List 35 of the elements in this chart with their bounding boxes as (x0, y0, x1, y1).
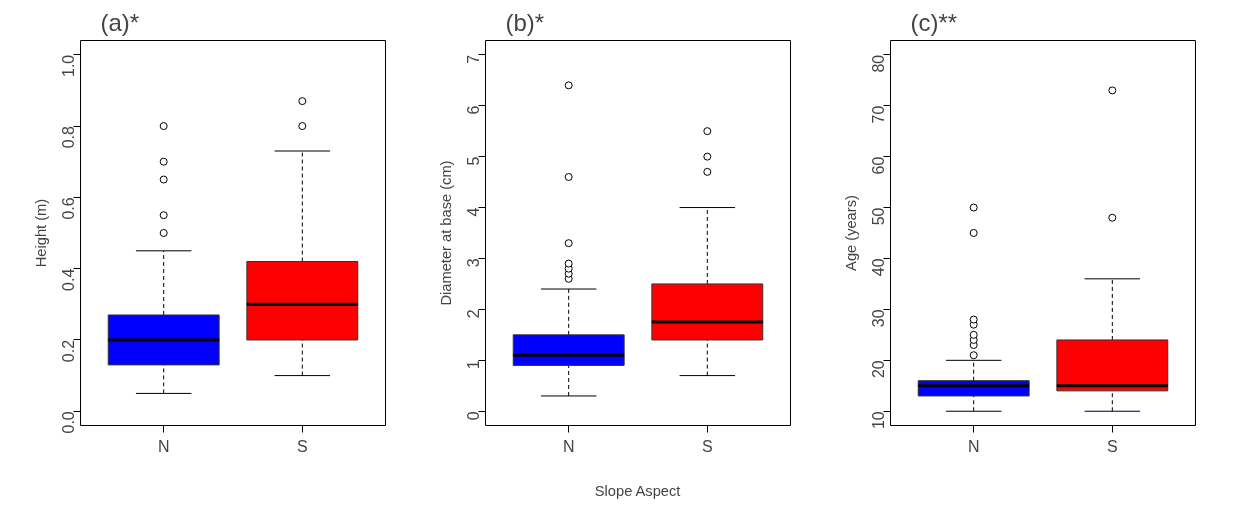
y-tick-label: 2 (465, 309, 483, 319)
y-axis-title: Age (years) (842, 195, 859, 271)
y-tick-label: 6 (465, 105, 483, 115)
chart-title: (a)* (100, 8, 140, 36)
y-tick-label: 0.6 (60, 197, 78, 220)
x-tick-label: S (701, 437, 713, 455)
x-tick-label: N (967, 437, 980, 455)
x-tick-label: N (157, 437, 170, 455)
y-axis-title: Diameter at base (cm) (437, 160, 454, 306)
y-tick-label: 30 (870, 309, 888, 328)
y-tick-label: 40 (870, 258, 888, 277)
y-tick-label: 1 (465, 360, 483, 370)
y-tick-label: 0.2 (60, 339, 78, 363)
y-tick-label: 0.8 (60, 125, 78, 149)
y-tick-label: 80 (870, 54, 888, 73)
x-tick-label: S (1106, 437, 1118, 455)
chart-title: (c)** (910, 8, 958, 36)
y-tick-label: 50 (870, 207, 888, 226)
y-tick-label: 4 (465, 207, 483, 217)
y-tick-label: 5 (465, 156, 483, 166)
y-tick-label: 60 (870, 156, 888, 175)
y-tick-label: 70 (870, 105, 888, 124)
y-tick-label: 1.0 (60, 54, 78, 77)
x-tick-label: N (562, 437, 575, 455)
y-tick-label: 0 (465, 411, 483, 421)
y-tick-label: 0.4 (60, 268, 78, 291)
chart-title: (b)* (505, 8, 545, 36)
y-tick-label: 7 (465, 54, 483, 64)
x-axis-title: Slope Aspect (594, 482, 681, 499)
y-tick-label: 10 (870, 411, 888, 430)
y-tick-label: 3 (465, 258, 483, 268)
y-tick-label: 20 (870, 360, 888, 379)
y-tick-label: 0.0 (60, 411, 78, 434)
y-axis-title: Height (m) (32, 198, 49, 268)
x-tick-label: S (296, 437, 308, 455)
